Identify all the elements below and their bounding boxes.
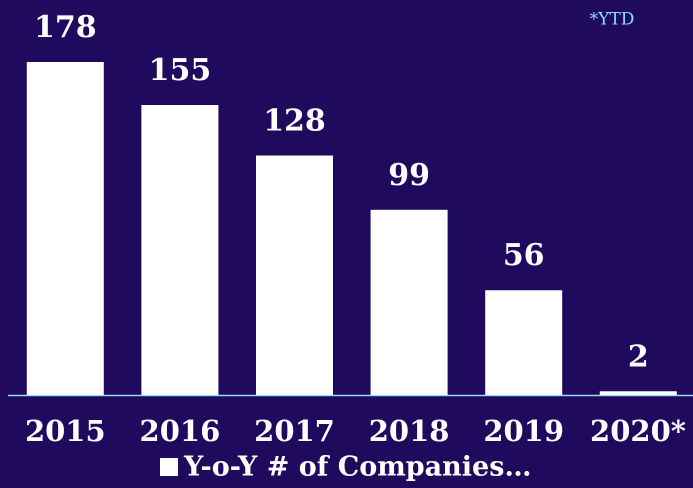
bar bbox=[485, 290, 563, 395]
bar bbox=[26, 62, 104, 395]
bar bbox=[256, 155, 333, 395]
data-label: 155 bbox=[149, 53, 212, 88]
x-tick-label: 2018 bbox=[369, 414, 450, 448]
data-label: 2 bbox=[628, 339, 649, 374]
bar bbox=[370, 209, 448, 395]
x-tick-label: 2017 bbox=[254, 414, 335, 448]
data-label: 99 bbox=[388, 158, 430, 193]
legend-swatch bbox=[160, 458, 178, 476]
x-tick-label: 2020* bbox=[590, 414, 686, 448]
x-tick-label: 2016 bbox=[140, 414, 221, 448]
bar bbox=[141, 105, 219, 396]
annotation: *YTD bbox=[590, 10, 635, 30]
data-label: 178 bbox=[34, 10, 97, 45]
x-tick-label: 2019 bbox=[483, 414, 564, 448]
x-tick-label: 2015 bbox=[25, 414, 106, 448]
legend-label: Y-o-Y # of Companies… bbox=[183, 452, 531, 483]
data-label: 56 bbox=[503, 238, 545, 273]
data-label: 128 bbox=[263, 104, 326, 139]
bar bbox=[599, 391, 677, 395]
